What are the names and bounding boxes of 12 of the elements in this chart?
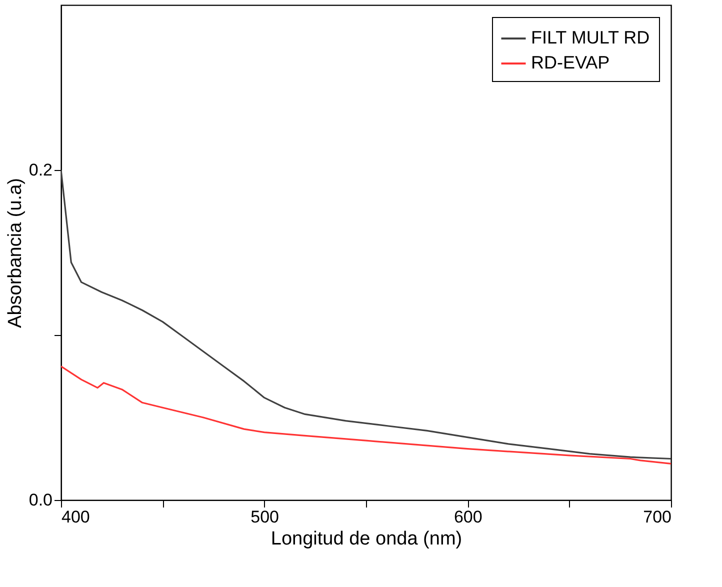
line-series bbox=[61, 169, 671, 460]
legend-label: FILT MULT RD bbox=[531, 28, 650, 48]
line-series bbox=[61, 366, 671, 464]
x-tick-label: 600 bbox=[454, 508, 482, 526]
legend-label: RD-EVAP bbox=[531, 52, 610, 72]
x-axis-title: Longitud de onda (nm) bbox=[270, 528, 462, 550]
y-tick-label: 0.2 bbox=[28, 160, 52, 180]
y-tick-label: 0.0 bbox=[28, 490, 52, 510]
x-tick-label: 500 bbox=[250, 508, 280, 526]
x-tick-label: 400 bbox=[62, 508, 90, 526]
y-axis-title: Absorbancia (u.a) bbox=[4, 178, 26, 328]
x-tick-label: 700 bbox=[643, 508, 672, 526]
